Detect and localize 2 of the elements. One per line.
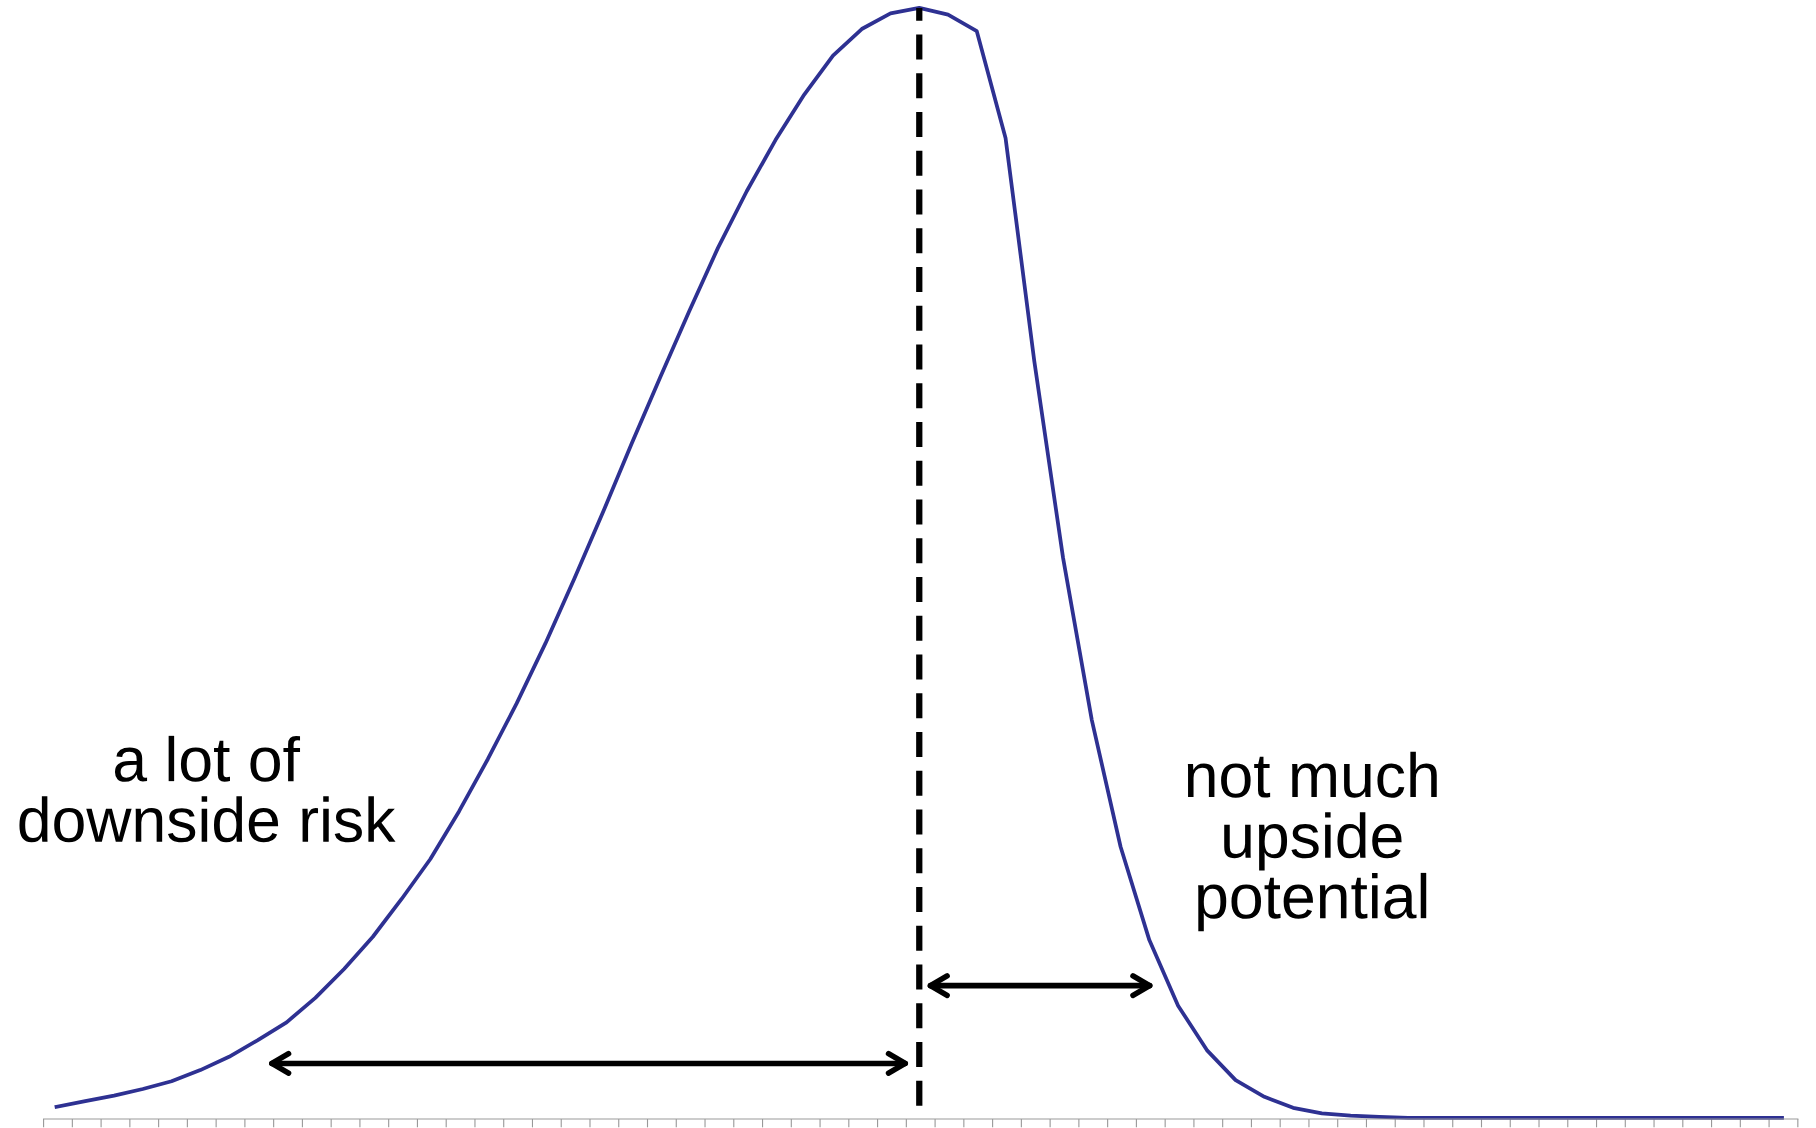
annotation: not much upside potential	[1187, 751, 1437, 932]
annotation: a lot of downside risk	[19, 735, 396, 843]
